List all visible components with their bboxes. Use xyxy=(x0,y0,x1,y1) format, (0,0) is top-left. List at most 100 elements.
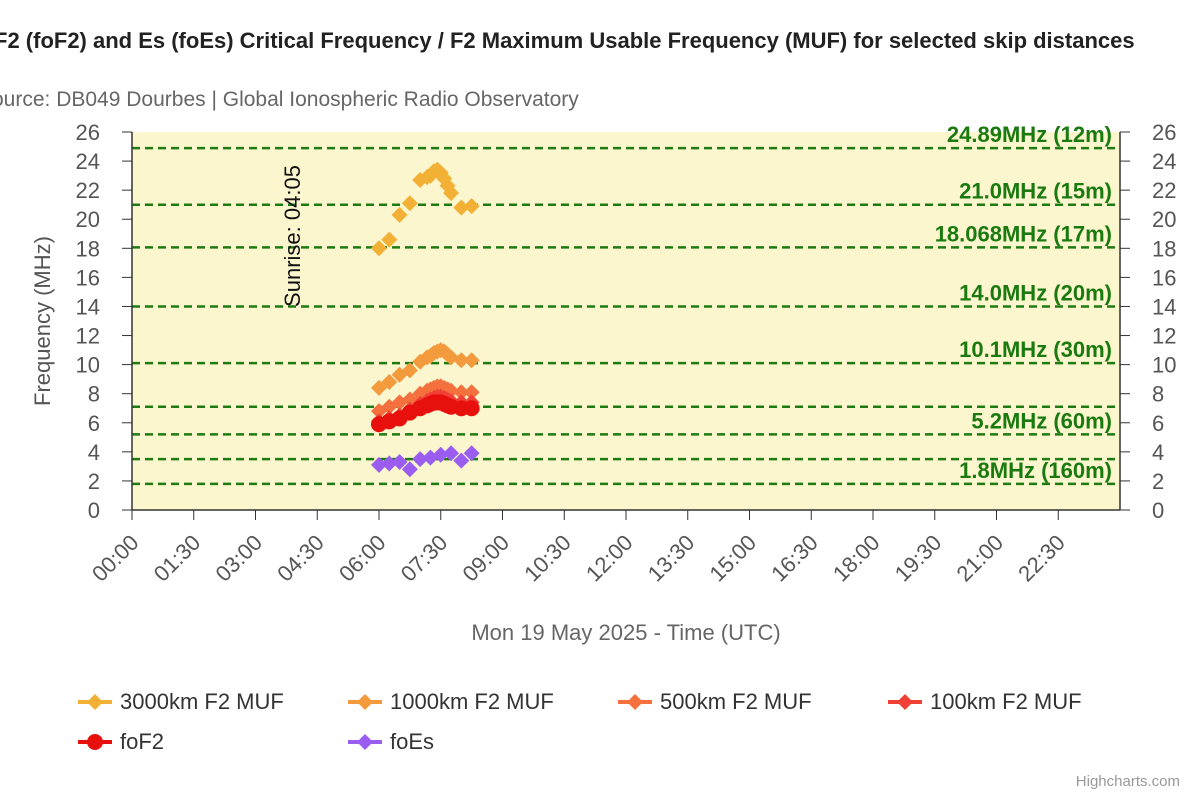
legend-symbol xyxy=(888,694,922,710)
data-point[interactable] xyxy=(371,379,387,396)
y-tick-label: 22 xyxy=(76,178,100,203)
chart-subtitle: ource: DB049 Dourbes | Global Ionospheri… xyxy=(0,88,579,111)
legend-item-fof2[interactable]: foF2 xyxy=(78,726,164,758)
frequency-band-labels: 24.89MHz (12m) 21.0MHz (15m) 18.068MHz (17… xyxy=(935,122,1112,483)
data-point[interactable] xyxy=(381,455,398,472)
y-tick-label-right: 4 xyxy=(1152,440,1164,465)
y-tick-label: 12 xyxy=(76,324,100,349)
band-label: 5.2MHz (60m) xyxy=(971,408,1112,433)
legend-label: 1000km F2 MUF xyxy=(390,689,554,714)
data-point[interactable] xyxy=(453,352,470,369)
series-3000km-f2-muf[interactable] xyxy=(371,161,480,257)
band-label: 21.0MHz (15m) xyxy=(959,179,1112,204)
y-tick-label-right: 22 xyxy=(1152,178,1176,203)
y-tick-label: 16 xyxy=(76,265,100,290)
data-point[interactable] xyxy=(463,198,480,215)
legend-item-100km-f2-muf[interactable]: 100km F2 MUF xyxy=(888,686,1082,718)
series-fof2[interactable] xyxy=(371,394,480,433)
data-point[interactable] xyxy=(463,384,480,401)
series-points xyxy=(371,161,480,478)
data-point[interactable] xyxy=(453,384,470,401)
legend-label: 3000km F2 MUF xyxy=(120,689,284,714)
data-point[interactable] xyxy=(463,400,480,417)
data-point[interactable] xyxy=(371,240,387,257)
x-tick-label: 21:00 xyxy=(951,530,1008,587)
chart-legend: 3000km F2 MUF 1000km F2 MUF 500km F2 MUF 10… xyxy=(78,686,1178,766)
x-tick-label: 04:30 xyxy=(272,530,329,587)
legend-item-1000km-f2-muf[interactable]: 1000km F2 MUF xyxy=(348,686,554,718)
legend-label: foEs xyxy=(390,729,435,754)
y-tick-label: 10 xyxy=(76,353,100,378)
band-label: 1.8MHz (160m) xyxy=(959,458,1112,483)
y-tick-label: 20 xyxy=(76,207,100,232)
x-tick-label: 19:30 xyxy=(890,530,947,587)
data-point[interactable] xyxy=(371,456,387,473)
data-point[interactable] xyxy=(391,206,408,223)
chart-annotations: Sunrise: 04:05 xyxy=(280,165,305,307)
band-label: 24.89MHz (12m) xyxy=(947,122,1112,147)
x-tick-label: 03:00 xyxy=(210,530,267,587)
data-point[interactable] xyxy=(453,452,470,469)
legend-symbol xyxy=(78,734,112,750)
data-point[interactable] xyxy=(463,352,480,369)
x-tick-label: 06:00 xyxy=(334,530,391,587)
y-tick-label: 6 xyxy=(88,411,100,436)
series-foes[interactable] xyxy=(371,445,480,478)
y-tick-label-right: 24 xyxy=(1152,149,1176,174)
data-point[interactable] xyxy=(463,445,480,462)
x-tick-label: 09:00 xyxy=(457,530,514,587)
frequency-band-lines xyxy=(132,146,1120,486)
highcharts-credits[interactable]: Highcharts.com xyxy=(1075,773,1180,790)
band-label: 18.068MHz (17m) xyxy=(935,221,1112,246)
y-tick-label-right: 16 xyxy=(1152,265,1176,290)
data-point[interactable] xyxy=(453,199,470,216)
band-label: 14.0MHz (20m) xyxy=(959,280,1112,305)
data-point[interactable] xyxy=(443,445,460,462)
y-tick-label: 26 xyxy=(76,120,100,145)
y-tick-label-right: 14 xyxy=(1152,294,1176,319)
data-point[interactable] xyxy=(401,195,418,212)
x-axis-title: Mon 19 May 2025 - Time (UTC) xyxy=(471,620,780,645)
legend-item-500km-f2-muf[interactable]: 500km F2 MUF xyxy=(618,686,812,718)
data-point[interactable] xyxy=(432,446,449,463)
x-tick-label: 10:30 xyxy=(519,530,576,587)
data-point[interactable] xyxy=(381,231,398,248)
legend-symbol xyxy=(348,694,382,710)
x-tick-label: 18:00 xyxy=(828,530,885,587)
y-tick-label-right: 2 xyxy=(1152,469,1164,494)
legend-label: foF2 xyxy=(120,729,165,754)
legend-item-3000km-f2-muf[interactable]: 3000km F2 MUF xyxy=(78,686,284,718)
chart-title: F2 (foF2) and Es (foEs) Critical Frequen… xyxy=(0,28,1135,53)
y-tick-label-right: 12 xyxy=(1152,324,1176,349)
y-tick-label-right: 10 xyxy=(1152,353,1176,378)
y-tick-label: 8 xyxy=(88,382,100,407)
x-tick-label: 13:30 xyxy=(643,530,700,587)
legend-symbol xyxy=(348,734,382,750)
x-tick-label: 07:30 xyxy=(396,530,453,587)
x-tick-label: 22:30 xyxy=(1013,530,1070,587)
plot-background xyxy=(132,132,1120,510)
data-point[interactable] xyxy=(401,362,418,379)
y-tick-label-right: 6 xyxy=(1152,411,1164,436)
legend-item-foes[interactable]: foEs xyxy=(348,726,434,758)
data-point[interactable] xyxy=(391,454,408,471)
y-tick-label: 24 xyxy=(76,149,100,174)
series-1000km-f2-muf[interactable] xyxy=(371,342,480,396)
x-tick-label: 16:30 xyxy=(766,530,823,587)
data-point[interactable] xyxy=(401,461,418,478)
y-tick-label-right: 8 xyxy=(1152,382,1164,407)
data-point[interactable] xyxy=(381,374,398,391)
y-tick-label: 2 xyxy=(88,469,100,494)
legend-label: 100km F2 MUF xyxy=(930,689,1082,714)
legend-label: 500km F2 MUF xyxy=(660,689,812,714)
y-tick-label: 0 xyxy=(88,498,100,523)
x-tick-label: 12:00 xyxy=(581,530,638,587)
legend-symbol xyxy=(78,694,112,710)
data-point[interactable] xyxy=(443,185,460,202)
data-point[interactable] xyxy=(412,451,429,468)
x-tick-label: 00:00 xyxy=(87,530,144,587)
x-tick-label: 01:30 xyxy=(149,530,206,587)
y-tick-label: 4 xyxy=(88,440,100,465)
y-tick-label: 14 xyxy=(76,294,100,319)
